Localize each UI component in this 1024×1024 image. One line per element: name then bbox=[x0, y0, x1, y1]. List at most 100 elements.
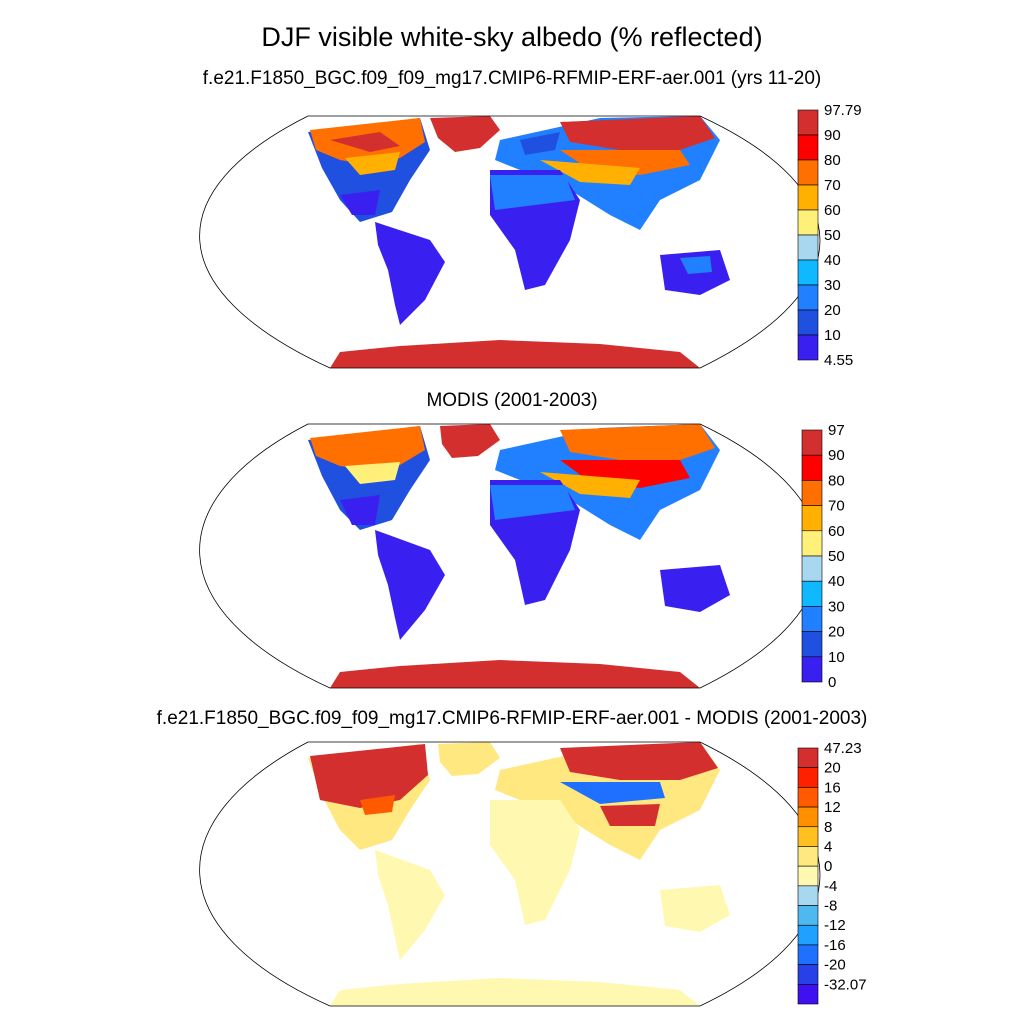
colorbar-3-swatch bbox=[797, 846, 819, 867]
colorbar-2-swatch bbox=[801, 555, 823, 582]
colorbar-2-label: 97 bbox=[828, 422, 845, 439]
colorbar-1-label: 97.79 bbox=[824, 102, 862, 119]
land-greenland-3 bbox=[438, 742, 500, 776]
colorbar-1-swatch bbox=[797, 334, 819, 361]
colorbar-1-label: 60 bbox=[824, 202, 841, 219]
panel-3-title: f.e21.F1850_BGC.f09_f09_mg17.CMIP6-RFMIP… bbox=[156, 708, 868, 729]
land-antarctica-1 bbox=[330, 340, 700, 368]
colorbar-3-label: -32.07 bbox=[824, 976, 867, 993]
colorbar-2-label: 30 bbox=[828, 598, 845, 615]
colorbar-3-swatch bbox=[797, 806, 819, 828]
colorbar-2-swatch bbox=[801, 480, 823, 506]
colorbar-3-label: -8 bbox=[824, 898, 837, 915]
colorbar-3-label: 16 bbox=[824, 779, 841, 796]
colorbar-1-label: 90 bbox=[824, 127, 841, 144]
land-north-america-2 bbox=[308, 426, 430, 530]
colorbar-3-label: 12 bbox=[824, 799, 841, 816]
colorbar-1-swatch bbox=[797, 184, 819, 211]
figure-title: DJF visible white-sky albedo (% reflecte… bbox=[261, 22, 763, 52]
colorbar-1-swatch bbox=[797, 134, 819, 161]
colorbar-3-label: 20 bbox=[824, 760, 841, 777]
colorbar-2-label: 60 bbox=[828, 523, 845, 540]
colorbar-2-label: 50 bbox=[828, 548, 845, 565]
land-eurasia-3 bbox=[495, 742, 720, 860]
colorbar-2-swatch bbox=[801, 631, 823, 658]
land-north-america-1 bbox=[308, 118, 430, 222]
land-greenland-2 bbox=[440, 424, 500, 458]
land-south-america-3 bbox=[375, 850, 445, 960]
colorbar-1-swatch bbox=[797, 234, 819, 261]
colorbar-3-label: 8 bbox=[824, 819, 832, 836]
colorbar-2-label: 20 bbox=[828, 624, 845, 641]
land-eurasia-1 bbox=[495, 116, 720, 230]
colorbar-2-label: 70 bbox=[828, 498, 845, 515]
panel-1-title: f.e21.F1850_BGC.f09_f09_mg17.CMIP6-RFMIP… bbox=[202, 68, 822, 89]
colorbar-2-swatch bbox=[801, 454, 823, 481]
colorbar-2-swatch bbox=[801, 656, 823, 683]
colorbar-3-swatch bbox=[797, 944, 819, 965]
colorbar-3-swatch bbox=[797, 885, 819, 906]
colorbar-3-label: -12 bbox=[824, 917, 846, 934]
colorbar-1-label: 20 bbox=[824, 302, 841, 319]
colorbar-1-swatch bbox=[797, 259, 819, 286]
land-south-america-2 bbox=[375, 530, 445, 640]
colorbar-2-label: 0 bbox=[828, 674, 836, 691]
colorbar-3-label: -4 bbox=[824, 878, 837, 895]
colorbar-2-label: 90 bbox=[828, 447, 845, 464]
colorbar-1-swatch bbox=[797, 159, 819, 186]
colorbar-3-label: -16 bbox=[824, 937, 846, 954]
colorbar-3-label: -20 bbox=[824, 957, 846, 974]
colorbar-3-swatch bbox=[797, 964, 819, 985]
land-australia-2 bbox=[660, 565, 730, 612]
colorbar-1-swatch bbox=[797, 209, 819, 236]
colorbar-1-swatch bbox=[797, 109, 819, 136]
colorbar-3-swatch bbox=[797, 984, 819, 1005]
colorbar-1-label: 80 bbox=[824, 152, 841, 169]
colorbar-1-swatch bbox=[797, 309, 819, 336]
colorbar-1-label: 4.55 bbox=[824, 352, 853, 369]
colorbar-2-label: 80 bbox=[828, 472, 845, 489]
panel-2-title: MODIS (2001-2003) bbox=[426, 390, 598, 411]
map-panel-3 bbox=[199, 741, 821, 1007]
land-antarctica-3 bbox=[330, 978, 700, 1006]
land-north-america-3 bbox=[308, 744, 430, 850]
map-panel-2 bbox=[199, 423, 821, 689]
land-south-america-1 bbox=[375, 222, 445, 325]
land-greenland-1 bbox=[430, 116, 500, 152]
colorbar-1-label: 40 bbox=[824, 252, 841, 269]
map-panel-1 bbox=[199, 115, 821, 369]
land-africa-3 bbox=[490, 800, 580, 925]
land-australia-1 bbox=[660, 250, 730, 295]
colorbar-1-label: 30 bbox=[824, 277, 841, 294]
colorbar-3-swatch bbox=[797, 865, 819, 887]
colorbar-3-label: 47.23 bbox=[824, 740, 862, 757]
colorbar-3-swatch bbox=[797, 767, 819, 788]
colorbar-2-swatch bbox=[801, 580, 823, 607]
colorbar-3-swatch bbox=[797, 924, 819, 946]
colorbar-2-swatch bbox=[801, 505, 823, 532]
land-antarctica-2 bbox=[330, 660, 700, 688]
colorbar-3-swatch bbox=[797, 747, 819, 768]
colorbar-1-label: 50 bbox=[824, 227, 841, 244]
colorbar-2: 97 90 80 70 60 50 40 30 20 10 0 bbox=[801, 422, 845, 691]
colorbar-1: 97.79 90 80 70 60 50 40 30 20 10 4.55 bbox=[797, 102, 862, 369]
colorbar-1-swatch bbox=[797, 284, 819, 311]
colorbar-3-label: 0 bbox=[824, 858, 832, 875]
colorbar-3: 47.23 20 16 12 8 4 0 -4 -8 -12 -16 -20 -32.07 bbox=[797, 740, 867, 1005]
colorbar-1-label: 70 bbox=[824, 177, 841, 194]
land-eurasia-2 bbox=[495, 424, 720, 540]
colorbar-2-swatch bbox=[801, 606, 823, 632]
land-australia-3 bbox=[660, 885, 730, 932]
colorbar-3-swatch bbox=[797, 826, 819, 847]
colorbar-3-label: 4 bbox=[824, 838, 832, 855]
colorbar-2-label: 40 bbox=[828, 573, 845, 590]
colorbar-2-swatch bbox=[801, 530, 823, 557]
colorbar-1-label: 10 bbox=[824, 327, 841, 344]
colorbar-2-swatch bbox=[801, 429, 823, 456]
land-africa-2 bbox=[490, 480, 580, 605]
land-africa-1 bbox=[490, 170, 580, 290]
colorbar-2-label: 10 bbox=[828, 649, 845, 666]
colorbar-3-swatch bbox=[797, 787, 819, 808]
colorbar-3-swatch bbox=[797, 905, 819, 926]
